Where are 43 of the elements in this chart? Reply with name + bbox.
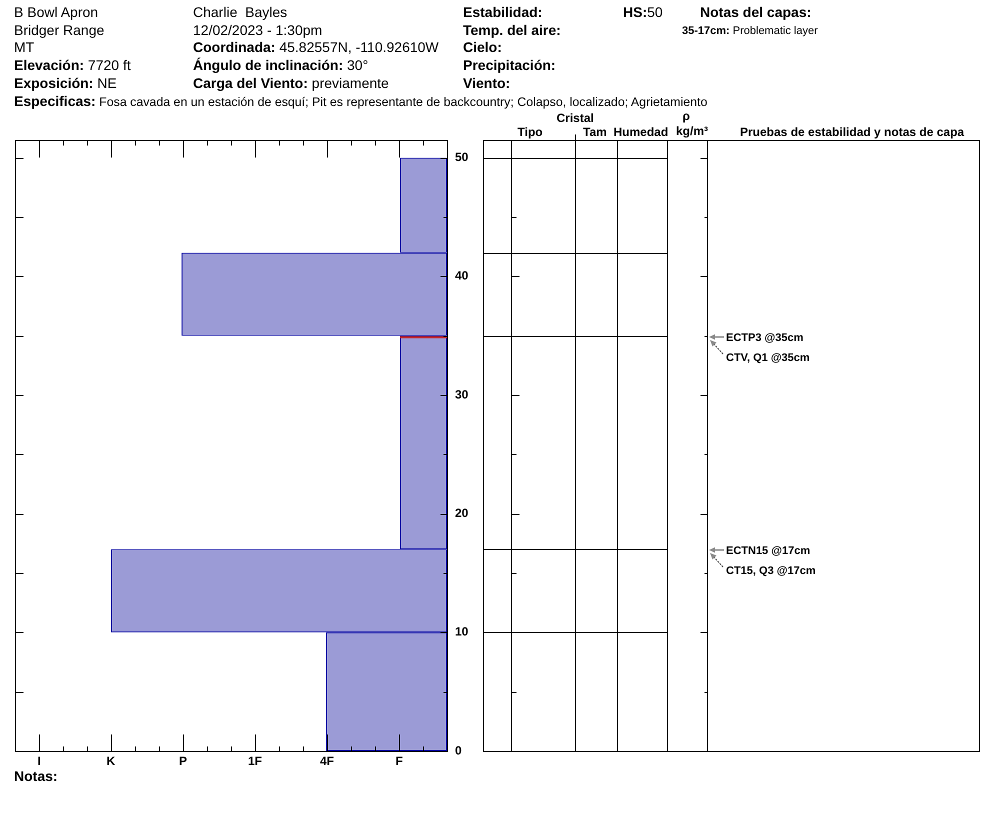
text: Cielo: [463,38,502,54]
text: B Bowl Apron [14,4,98,20]
text: ρ [682,108,690,124]
y-tick-label: 10 [455,624,469,639]
text: P [179,754,188,768]
text: Carga del Viento: previamente [193,74,389,90]
text: MT [14,38,34,56]
y-tick-label: 30 [455,387,469,402]
text: Especificas: Fosa cavada en un estación de esquí; Pit es representante de backcountry; Colapso, localizado; Agrietamiento [14,92,708,108]
text: ECTP3 @35cm [726,330,804,344]
text: Precipitación: [463,56,556,72]
text: Estabilidad: [463,4,542,20]
text: F [396,754,403,768]
text: Pruebas de estabilidad y notas de capa [740,124,964,140]
text: 35-17cm: Problematic layer [682,25,818,37]
y-tick-label: 50 [455,150,469,164]
text: kg/m³ [676,124,708,138]
text: 4F [320,754,334,768]
text: Ángulo de inclinación: 30° [193,56,368,72]
text: Bridger Range [14,22,104,38]
y-tick-label: 20 [455,506,469,520]
text: HS:50 [623,4,663,20]
text: Notas: [14,768,58,784]
text: Tam [583,124,607,140]
text: 1F [248,754,262,768]
text: ECTN15 @17cm [726,544,810,558]
text: Coordinada: 45.82557N, -110.92610W [193,38,439,54]
text: Elevación: 7720 ft [14,56,131,72]
text: I [38,754,41,768]
text: CT15, Q3 @17cm [726,564,816,578]
text: Notas del capas: [700,4,812,20]
y-tick-label: 0 [455,743,462,758]
text: 12/02/2023 - 1:30pm [193,22,322,38]
text: Temp. del aire: [463,22,561,38]
y-tick-label: 40 [455,268,469,283]
text: Viento: [463,74,510,90]
text: K [106,754,116,768]
text: Tipo [518,124,543,140]
text: CTV, Q1 @35cm [726,350,810,364]
text: Charlie Bayles [193,4,288,20]
text: Exposición: NE [14,74,117,90]
text: Cristal [556,110,594,126]
text: Humedad [614,124,668,140]
